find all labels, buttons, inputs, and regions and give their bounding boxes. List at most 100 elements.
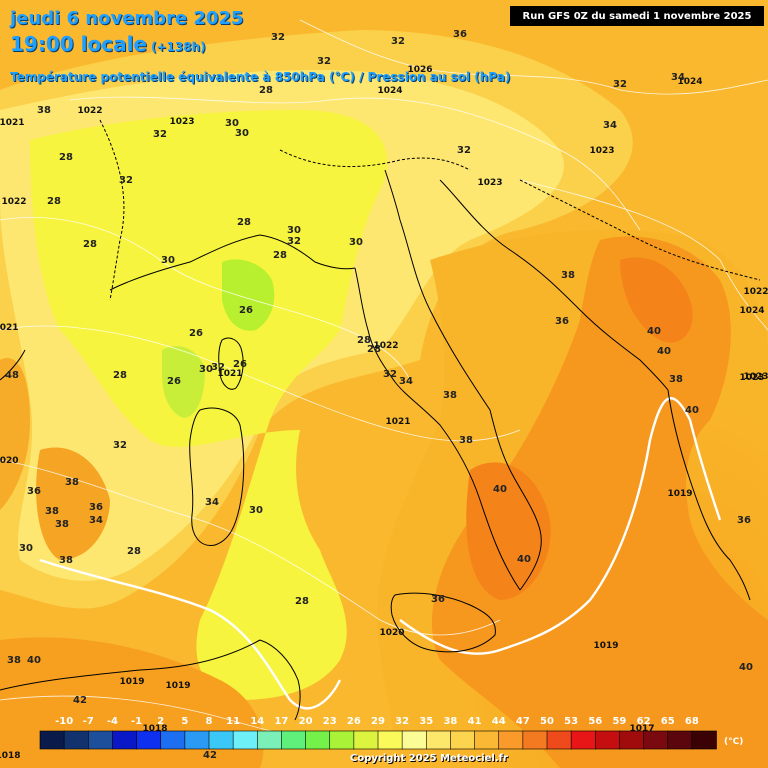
isobar-main-east — [399, 397, 722, 655]
temperature-label: 28 — [47, 196, 61, 207]
temperature-labels: 3828282832323030283232323632343432283032… — [5, 29, 753, 761]
colorbar-swatch — [401, 730, 428, 750]
pressure-label: 1022 — [1, 197, 26, 207]
temperature-label: 40 — [739, 662, 753, 673]
temperature-label: 48 — [5, 370, 19, 381]
temperature-label: 32 — [113, 440, 127, 451]
coast-italy-east — [384, 169, 542, 591]
temperature-label: 32 — [153, 129, 167, 140]
time-title: 19:00 locale (+138h) — [10, 32, 206, 56]
field-band-41-44 — [432, 236, 768, 768]
temperature-label: 38 — [45, 506, 59, 517]
temperature-label: 26 — [189, 328, 203, 339]
field-band-23-26 — [222, 259, 275, 331]
temperature-label: 26 — [239, 305, 253, 316]
time-title-text: 19:00 locale — [10, 32, 147, 56]
colorbar — [39, 730, 717, 750]
pressure-label: 1023 — [739, 373, 764, 383]
colorbar-label: 53 — [564, 716, 578, 727]
colorbar-label: 68 — [685, 716, 699, 727]
pressure-labels: 1021102210231022102410261024102310231022… — [0, 65, 768, 761]
temperature-label: 32 — [383, 369, 397, 380]
colorbar-label: 5 — [181, 716, 188, 727]
field-band-26-29 — [30, 110, 388, 700]
coast-spain-east — [0, 349, 26, 381]
pressure-label: 1022 — [77, 106, 102, 116]
temperature-label: 28 — [259, 85, 273, 96]
temperature-label: 32 — [317, 56, 331, 67]
colorbar-label: 23 — [323, 716, 337, 727]
colorbar-label: 26 — [347, 716, 361, 727]
colorbar-units: (°C) — [724, 737, 744, 747]
temperature-label: 38 — [459, 435, 473, 446]
coast-algeria — [0, 639, 261, 691]
temperature-label: 30 — [199, 364, 213, 375]
colorbar-label: 32 — [395, 716, 409, 727]
coast-tunisia — [259, 639, 301, 721]
temperature-label: 26 — [167, 376, 181, 387]
colorbar-label: 62 — [637, 716, 651, 727]
colorbar-swatch — [522, 730, 548, 750]
temperature-label: 34 — [671, 72, 685, 83]
coast-france-south — [109, 234, 356, 291]
main-isobars — [39, 397, 722, 710]
colorbar-label: 56 — [588, 716, 602, 727]
temperature-label: 28 — [83, 239, 97, 250]
colorbar-swatch — [160, 730, 186, 750]
border-france-west — [99, 119, 125, 301]
temperature-label: 28 — [59, 152, 73, 163]
colorbar-swatch — [570, 730, 597, 750]
temperature-label: 34 — [205, 497, 219, 508]
field-band-44-47 — [620, 257, 693, 343]
temperature-label: 42 — [203, 750, 217, 761]
pressure-label: 1021 — [217, 369, 242, 379]
colorbar-label: 8 — [206, 716, 213, 727]
colorbar-label: 35 — [419, 716, 433, 727]
isobar-1020 — [0, 459, 501, 636]
temperature-label: 38 — [7, 655, 21, 666]
colorbar-label: 50 — [540, 716, 554, 727]
temperature-label: 28 — [127, 546, 141, 557]
colorbar-swatch — [281, 730, 307, 750]
pressure-label: 1019 — [165, 681, 190, 691]
pressure-label: 1020 — [379, 628, 404, 638]
colorbar-label: 44 — [492, 716, 506, 727]
map-subtitle: Température potentielle équivalente à 85… — [10, 70, 511, 84]
temperature-label: 38 — [55, 519, 69, 530]
coast-sardinia — [189, 407, 245, 546]
colorbar-swatch — [353, 730, 379, 750]
coast-italy-west — [354, 267, 521, 591]
colorbar-label: 59 — [612, 716, 626, 727]
pressure-label: 1019 — [593, 641, 618, 651]
run-info-text: Run GFS 0Z du samedi 1 novembre 2025 — [522, 10, 752, 22]
temperature-label: 38 — [59, 555, 73, 566]
temperature-label: 38 — [561, 270, 575, 281]
temperature-label: 40 — [493, 484, 507, 495]
colorbar-label: 14 — [250, 716, 264, 727]
temperature-label: 30 — [249, 505, 263, 516]
temperature-label: 36 — [555, 316, 569, 327]
temperature-label: 32 — [613, 79, 627, 90]
temperature-label: 38 — [65, 477, 79, 488]
pressure-label: 1023 — [743, 372, 768, 382]
lead-time: (+138h) — [151, 40, 206, 54]
colorbar-label: 2 — [157, 716, 164, 727]
temperature-label: 34 — [603, 120, 617, 131]
colorbar-swatch — [667, 730, 693, 750]
colorbar-labels: -10 -7 -4 -1 2 5 8 11 14 17 20 23 26 29 32 35 38 41 44 47 50… — [55, 716, 699, 727]
temperature-label: 42 — [73, 695, 87, 706]
colorbar-label: -10 — [55, 716, 73, 727]
temperature-label: 40 — [517, 554, 531, 565]
temperature-label: 28 — [237, 217, 251, 228]
temperature-label: 32 — [457, 145, 471, 156]
colorbar-swatch — [184, 730, 210, 750]
isobar-north — [299, 19, 768, 95]
pressure-label: 1019 — [119, 677, 144, 687]
temperature-label: 38 — [669, 374, 683, 385]
colorbar-label: 29 — [371, 716, 385, 727]
temperature-label: 40 — [657, 346, 671, 357]
temperature-label: 40 — [647, 326, 661, 337]
date-title: jeudi 6 novembre 2025 — [10, 8, 244, 29]
